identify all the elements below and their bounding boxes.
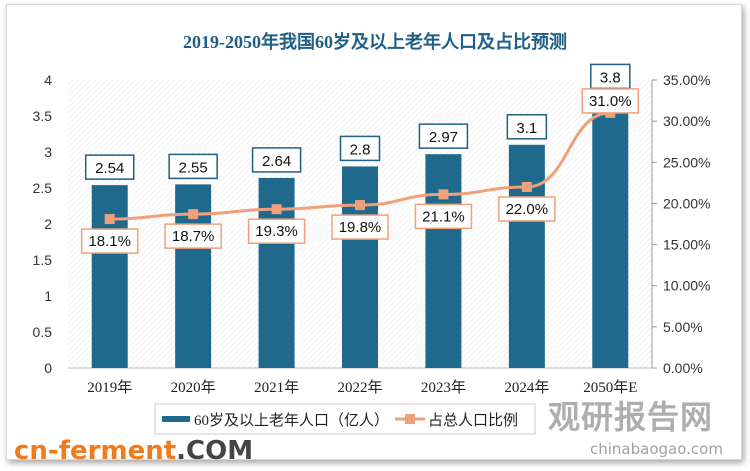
legend-line-label: 占总人口比例 xyxy=(428,412,518,429)
line-label-box xyxy=(414,203,473,230)
left-tick-label: 2 xyxy=(44,216,52,232)
left-tick-label: 1.5 xyxy=(33,252,53,268)
left-tick-label: 4 xyxy=(44,72,52,88)
bar xyxy=(592,94,629,369)
right-tick-label: 5.00% xyxy=(663,319,703,335)
line-label: 19.8% xyxy=(339,219,382,236)
bar xyxy=(91,185,128,368)
line-marker xyxy=(104,214,115,225)
bar-label-box xyxy=(168,153,218,180)
line-label-box xyxy=(164,223,222,249)
left-tick-label: 0.5 xyxy=(33,324,53,340)
right-tick-label: 20.00% xyxy=(663,195,710,211)
line-label: 18.1% xyxy=(88,233,131,250)
x-tick-label: 2022年 xyxy=(337,379,382,396)
bar-label-box xyxy=(251,147,302,173)
legend-bar-label: 60岁及以上老年人口（亿人） xyxy=(194,412,389,429)
x-tick-label: 2019年 xyxy=(87,379,132,396)
line-label-box xyxy=(80,228,139,254)
left-tick-label: 0 xyxy=(44,360,52,376)
x-tick-label: 2050年E xyxy=(583,379,637,396)
bar-label-box xyxy=(84,154,135,180)
bar-label-box xyxy=(339,135,381,162)
line-label: 19.3% xyxy=(255,223,298,240)
bar-label: 3.8 xyxy=(600,69,621,86)
watermark-site2-b: .COM xyxy=(176,436,254,466)
line-label-box xyxy=(581,88,640,114)
bar-label-box xyxy=(506,114,548,140)
watermark-site2: cn-ferment.COM xyxy=(14,437,253,465)
left-tick-label: 3 xyxy=(44,144,52,160)
line-label: 31.0% xyxy=(589,93,632,110)
chart-title: 2019-2050年我国60岁及以上老年人口及占比预测 xyxy=(183,31,567,52)
bar xyxy=(425,154,462,368)
line-label: 18.7% xyxy=(172,228,215,245)
right-tick-label: 15.00% xyxy=(663,237,710,253)
line-label: 21.1% xyxy=(422,208,465,225)
right-tick-label: 35.00% xyxy=(663,72,710,88)
right-tick-label: 30.00% xyxy=(663,113,710,129)
legend-bar-swatch xyxy=(162,416,190,422)
line-label-box xyxy=(498,196,556,222)
left-tick-label: 3.5 xyxy=(33,108,53,124)
line-marker xyxy=(355,200,365,211)
x-tick-label: 2021年 xyxy=(254,379,299,396)
bar-label: 2.8 xyxy=(350,141,371,158)
line-marker xyxy=(188,209,199,220)
right-tick-label: 10.00% xyxy=(663,278,710,294)
line-label-box xyxy=(331,214,389,240)
watermark-site: chinabaogao.com xyxy=(590,440,723,458)
legend-line-marker xyxy=(405,414,415,424)
line-marker xyxy=(438,189,449,200)
bar-label-box xyxy=(418,123,469,149)
line-marker xyxy=(521,181,532,192)
bar xyxy=(508,144,545,368)
right-tick-label: 25.00% xyxy=(663,154,710,170)
legend-box xyxy=(154,403,536,435)
watermark-site2-a: cn-ferment xyxy=(14,436,177,466)
bar-label: 3.1 xyxy=(516,120,537,137)
x-tick-label: 2024年 xyxy=(504,379,549,396)
bar-label: 2.64 xyxy=(262,153,291,170)
bar-label: 2.97 xyxy=(429,129,458,146)
bar-label: 2.55 xyxy=(179,159,208,176)
right-tick-label: 0.00% xyxy=(663,360,703,376)
left-tick-label: 1 xyxy=(44,288,52,304)
x-tick-label: 2023年 xyxy=(421,379,466,396)
line-marker xyxy=(271,204,282,215)
bar-label: 2.54 xyxy=(95,160,124,177)
left-tick-label: 2.5 xyxy=(33,180,53,196)
line-label: 22.0% xyxy=(506,201,549,218)
x-tick-label: 2020年 xyxy=(171,379,216,396)
line-label-box xyxy=(247,218,306,244)
watermark-brand: 观研报告网 xyxy=(548,398,714,436)
bar xyxy=(342,166,378,368)
